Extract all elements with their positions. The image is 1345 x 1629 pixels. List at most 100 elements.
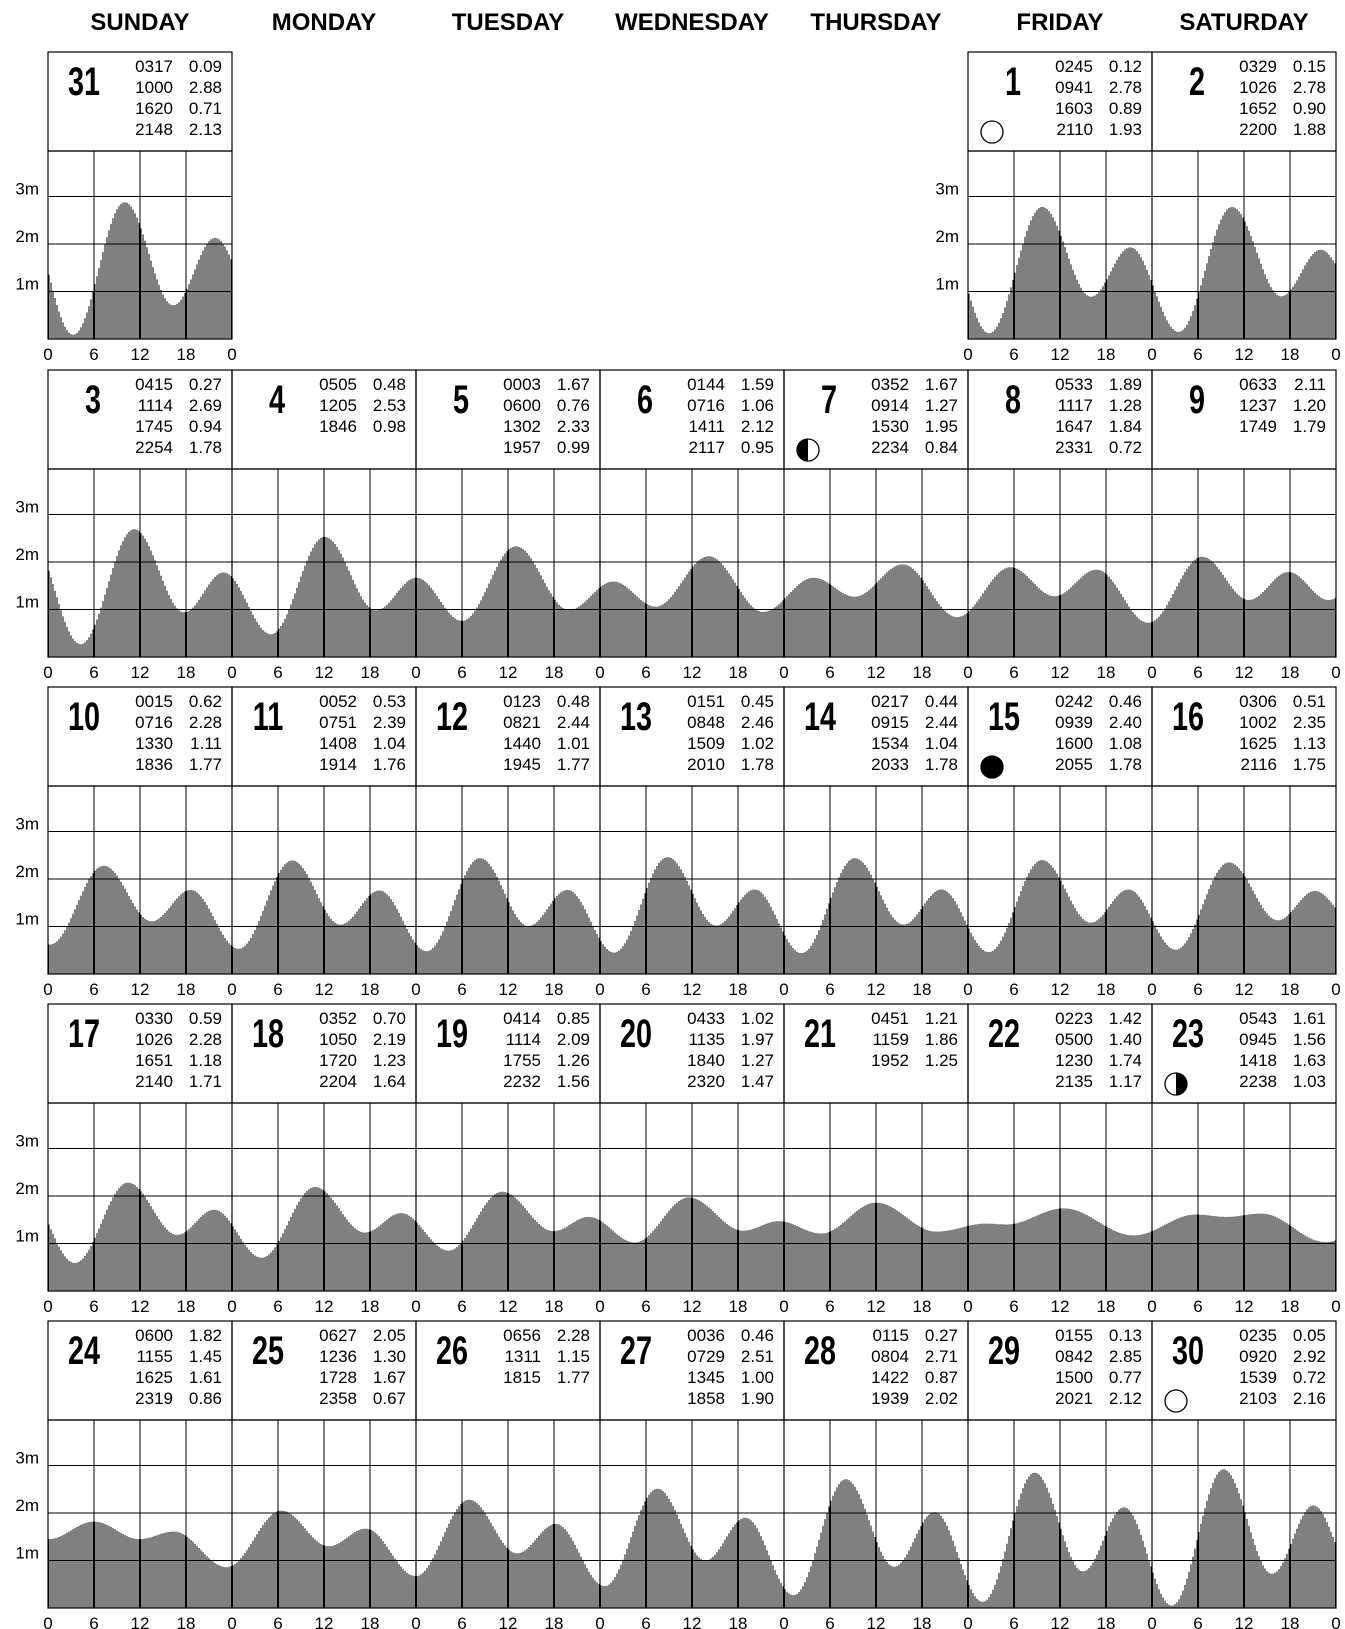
- tide-height: 0.51: [1293, 692, 1326, 711]
- plot-frame: [47, 1102, 1337, 1292]
- tide-height: 2.40: [1109, 713, 1142, 732]
- x-axis-tick-label: 0: [227, 1614, 236, 1629]
- first-quarter-moon-icon: [796, 438, 820, 462]
- plot-frame: [47, 785, 1337, 975]
- x-axis-tick-label: 6: [89, 1614, 98, 1629]
- x-axis-tick-label: 18: [913, 980, 932, 999]
- tide-time: 2148: [135, 120, 173, 139]
- x-axis-tick-label: 6: [1009, 1297, 1018, 1316]
- tide-time: 1749: [1239, 417, 1277, 436]
- x-axis-tick-label: 6: [273, 1297, 282, 1316]
- tide-height: 0.48: [557, 692, 590, 711]
- tide-height: 0.45: [741, 692, 774, 711]
- day-number: 11: [253, 694, 283, 739]
- tide-height: 0.44: [925, 692, 958, 711]
- x-axis-tick-label: 18: [177, 1297, 196, 1316]
- tide-time: 1408: [319, 734, 357, 753]
- x-axis-tick-label: 12: [315, 980, 334, 999]
- x-axis-tick-label: 18: [1281, 1297, 1300, 1316]
- tide-time: 1135: [688, 1030, 725, 1049]
- tide-height: 1.23: [373, 1051, 406, 1070]
- tide-time: 0914: [871, 396, 909, 415]
- tide-time: 2103: [1239, 1389, 1277, 1408]
- day-cell-23: [1151, 1003, 1337, 1104]
- x-axis-tick-label: 12: [1235, 1297, 1254, 1316]
- x-axis-tick-label: 0: [963, 345, 972, 364]
- x-axis-tick-label: 12: [867, 1297, 886, 1316]
- tide-time: 0716: [135, 713, 173, 732]
- tide-height: 1.04: [925, 734, 958, 753]
- tide-height: 1.61: [189, 1368, 222, 1387]
- x-axis-tick-label: 18: [1097, 663, 1116, 682]
- tide-height: 1.13: [1293, 734, 1326, 753]
- tide-height: 2.28: [557, 1326, 590, 1345]
- x-axis-tick-label: 0: [1147, 663, 1156, 682]
- tide-time: 1625: [135, 1368, 173, 1387]
- tide-height-area: [48, 202, 232, 339]
- x-axis-tick-label: 18: [545, 1614, 564, 1629]
- x-axis-tick-label: 12: [315, 1297, 334, 1316]
- x-axis-tick-label: 18: [177, 1614, 196, 1629]
- x-axis-tick-label: 0: [43, 1297, 52, 1316]
- x-axis-tick-label: 6: [1193, 663, 1202, 682]
- x-axis-tick-label: 6: [1193, 1614, 1202, 1629]
- y-axis-label: 1m: [935, 275, 959, 294]
- tide-time: 0306: [1239, 692, 1277, 711]
- tide-time: 1155: [136, 1347, 173, 1366]
- x-axis-tick-label: 0: [779, 1297, 788, 1316]
- tide-time: 0015: [135, 692, 173, 711]
- x-axis-tick-label: 18: [361, 980, 380, 999]
- plot-frame: [47, 1419, 1337, 1609]
- tide-time: 0123: [503, 692, 541, 711]
- tide-time: 1530: [871, 417, 909, 436]
- x-axis-tick-label: 12: [1235, 980, 1254, 999]
- week-5: [47, 1320, 1337, 1609]
- tide-height: 0.84: [925, 438, 958, 457]
- tide-time: 1302: [503, 417, 541, 436]
- tide-height: 1.30: [373, 1347, 406, 1366]
- day-number: 19: [436, 1011, 468, 1056]
- tide-time: 0217: [871, 692, 909, 711]
- tide-height: 2.53: [373, 396, 406, 415]
- tide-height: 0.48: [373, 375, 406, 394]
- x-axis-tick-label: 12: [1051, 1297, 1070, 1316]
- tide-time: 0414: [503, 1009, 541, 1028]
- x-axis-tick-label: 0: [1331, 345, 1340, 364]
- tide-height: 0.89: [1109, 99, 1142, 118]
- tide-time: 0600: [503, 396, 541, 415]
- day-number: 8: [1005, 377, 1021, 422]
- tide-time: 1745: [135, 417, 173, 436]
- tide-height: 1.28: [1109, 396, 1142, 415]
- x-axis-tick-label: 12: [867, 663, 886, 682]
- x-axis-tick-label: 6: [1193, 1297, 1202, 1316]
- day-number: 21: [804, 1011, 836, 1056]
- x-axis-tick-label: 18: [545, 980, 564, 999]
- tide-time: 1345: [687, 1368, 725, 1387]
- tide-height: 2.69: [189, 396, 222, 415]
- x-axis-tick-label: 12: [131, 345, 150, 364]
- x-axis-tick-label: 18: [361, 663, 380, 682]
- y-axis-label: 1m: [15, 910, 39, 929]
- tide-time: 1647: [1055, 417, 1093, 436]
- tide-height: 0.62: [189, 692, 222, 711]
- tide-height: 0.05: [1293, 1326, 1326, 1345]
- tide-height: 1.03: [1293, 1072, 1326, 1091]
- tide-time: 1114: [138, 396, 173, 415]
- y-axis-label: 3m: [15, 1132, 39, 1151]
- tide-height: 1.67: [557, 375, 590, 394]
- y-axis-label: 3m: [935, 180, 959, 199]
- new-moon-icon: [980, 755, 1004, 779]
- tide-time: 1050: [319, 1030, 357, 1049]
- x-axis-tick-label: 18: [545, 1297, 564, 1316]
- tide-height: 0.86: [189, 1389, 222, 1408]
- tide-time: 2200: [1239, 120, 1277, 139]
- x-axis-tick-label: 0: [1331, 980, 1340, 999]
- tide-height: 1.17: [1109, 1072, 1142, 1091]
- tide-height: 1.93: [1109, 120, 1142, 139]
- tide-time: 1440: [503, 734, 541, 753]
- tide-height: 1.15: [557, 1347, 590, 1366]
- x-axis-tick-label: 6: [641, 1297, 650, 1316]
- x-axis-tick-label: 6: [1009, 980, 1018, 999]
- week-4: [47, 1003, 1337, 1292]
- tide-time: 1652: [1239, 99, 1277, 118]
